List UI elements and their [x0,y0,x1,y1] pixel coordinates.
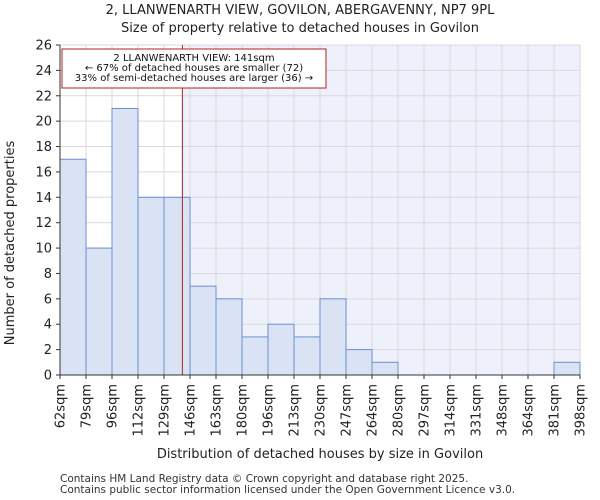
x-tick-label: 230sqm [314,384,329,437]
annotation-larger-share: 33% of semi-detached houses are larger (… [74,73,314,84]
histogram-bar [371,361,399,376]
x-tick-label: 79sqm [80,384,95,428]
y-tick-label: 10 [35,242,52,257]
histogram-bar [293,336,321,376]
histogram-bar [345,349,373,376]
x-tick-label: 163sqm [210,384,225,437]
x-tick-label: 331sqm [470,384,485,437]
histogram-bar [59,158,87,376]
footer-licence: Contains public sector information licen… [60,484,516,496]
x-tick-label: 129sqm [158,384,173,437]
histogram-bar [319,298,347,376]
annotation-smaller-share: ← 67% of detached houses are smaller (72… [84,63,304,74]
histogram-bar [111,107,139,376]
chart-title-subtitle: Size of property relative to detached ho… [121,21,479,36]
y-tick-label: 2 [44,343,52,358]
histogram-bar [189,285,217,376]
y-tick-label: 24 [35,64,52,79]
y-tick-label: 0 [44,369,52,384]
x-tick-label: 112sqm [132,384,147,437]
x-tick-label: 62sqm [54,384,69,428]
annotation-box [61,48,327,89]
x-tick-label: 180sqm [236,384,251,437]
x-tick-label: 146sqm [184,384,199,437]
histogram-bar [215,298,243,376]
y-tick-label: 4 [44,318,52,333]
x-tick-label: 196sqm [262,384,277,437]
y-tick-label: 16 [35,165,52,180]
histogram-bar [163,196,191,376]
histogram-bar [553,361,581,376]
x-tick-label: 264sqm [366,384,381,437]
x-tick-label: 297sqm [418,384,433,437]
y-tick-label: 8 [44,267,52,282]
x-tick-label: 96sqm [106,384,121,428]
y-tick-label: 18 [35,140,52,155]
histogram-bar [85,247,113,376]
y-tick-label: 26 [35,39,52,54]
y-tick-label: 14 [35,191,52,206]
y-axis-label: Number of detached properties [3,141,18,346]
x-tick-label: 398sqm [574,384,589,437]
histogram-bar [267,323,295,376]
x-tick-label: 348sqm [496,384,511,437]
x-tick-label: 364sqm [522,384,537,437]
y-tick-label: 22 [35,89,52,104]
annotation-property-label: 2 LLANWENARTH VIEW: 141sqm [113,53,275,64]
x-tick-label: 314sqm [444,384,459,437]
x-tick-label: 381sqm [548,384,563,437]
x-tick-label: 213sqm [288,384,303,437]
x-tick-label: 280sqm [392,384,407,437]
histogram-bar [241,336,269,376]
y-tick-label: 12 [35,216,52,231]
x-tick-label: 247sqm [340,384,355,437]
y-tick-label: 6 [44,292,52,307]
footer-copyright: Contains HM Land Registry data © Crown c… [60,473,469,485]
x-axis-label: Distribution of detached houses by size … [157,447,483,462]
histogram-bar [137,196,165,376]
y-tick-label: 20 [35,115,52,130]
chart-title-address: 2, LLANWENARTH VIEW, GOVILON, ABERGAVENN… [105,3,495,18]
larger-region-shade [182,45,580,375]
